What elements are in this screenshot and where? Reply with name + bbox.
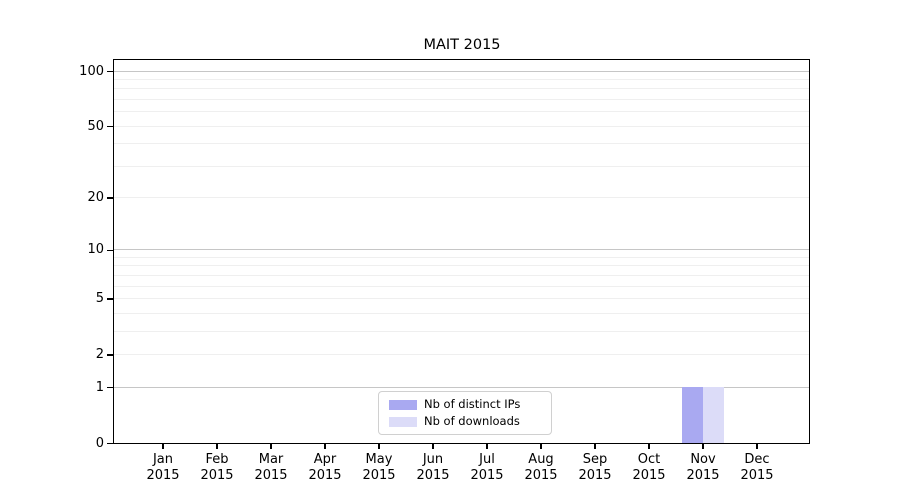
y-tick-mark	[107, 249, 113, 252]
x-tick-mark	[594, 443, 596, 449]
gridline-minor	[114, 353, 809, 355]
gridline-minor	[114, 197, 809, 199]
gridline-minor	[114, 88, 809, 90]
plot-area	[113, 59, 810, 444]
x-tick-year: 2015	[416, 468, 450, 483]
gridline-minor	[114, 265, 809, 267]
x-tick-year: 2015	[578, 468, 612, 483]
x-tick-year: 2015	[362, 468, 396, 483]
x-tick-label: May 2015	[349, 452, 409, 484]
x-tick-mark	[702, 443, 704, 449]
y-tick-label: 50	[87, 118, 104, 134]
gridline-minor	[114, 256, 809, 258]
legend-row: Nb of distinct IPs	[389, 397, 541, 412]
x-tick-label: Oct 2015	[619, 452, 679, 484]
x-tick-month: Sep	[582, 452, 608, 467]
bar-distinct-ips	[681, 387, 703, 443]
x-tick-month: Mar	[258, 452, 284, 467]
y-tick-label: 5	[95, 291, 104, 307]
legend-label: Nb of distinct IPs	[424, 397, 521, 411]
gridline-minor	[114, 298, 809, 300]
gridline-major	[114, 249, 809, 251]
y-tick-mark	[107, 125, 113, 128]
y-tick-label: 1	[95, 379, 104, 395]
x-tick-month: Aug	[528, 452, 554, 467]
x-tick-month: Nov	[690, 452, 716, 467]
bar-downloads	[702, 387, 724, 443]
x-tick-month: Dec	[744, 452, 770, 467]
x-tick-month: Jun	[422, 452, 444, 467]
y-tick-mark	[107, 386, 113, 389]
y-tick-label: 10	[87, 242, 104, 258]
x-tick-year: 2015	[200, 468, 234, 483]
gridline-minor	[114, 79, 809, 81]
gridline-minor	[114, 143, 809, 145]
x-tick-mark	[648, 443, 650, 449]
legend: Nb of distinct IPs Nb of downloads	[378, 391, 552, 435]
gridline-minor	[114, 330, 809, 332]
x-tick-month: Oct	[637, 452, 661, 467]
x-tick-label: Sep 2015	[565, 452, 625, 484]
gridline-major	[114, 386, 809, 388]
y-tick-label: 0	[95, 435, 104, 451]
gridline-minor	[114, 274, 809, 276]
x-tick-year: 2015	[308, 468, 342, 483]
legend-swatch	[389, 399, 417, 410]
x-tick-mark	[432, 443, 434, 449]
y-tick-mark	[107, 354, 113, 356]
x-tick-label: Nov 2015	[673, 452, 733, 484]
x-tick-month: Apr	[313, 452, 337, 467]
x-tick-label: Dec 2015	[727, 452, 787, 484]
y-tick-label: 100	[79, 63, 104, 79]
x-tick-month: Jan	[152, 452, 174, 467]
y-tick-label: 20	[87, 190, 104, 206]
x-tick-year: 2015	[524, 468, 558, 483]
x-tick-month: May	[365, 452, 393, 467]
gridline-minor	[114, 312, 809, 314]
x-tick-month: Feb	[205, 452, 229, 467]
legend-row: Nb of downloads	[389, 414, 541, 429]
x-tick-mark	[756, 443, 758, 449]
x-tick-mark	[216, 443, 218, 449]
y-tick-mark	[107, 298, 113, 300]
x-tick-year: 2015	[146, 468, 180, 483]
gridline-minor	[114, 125, 809, 127]
y-tick-label: 2	[95, 346, 104, 362]
x-tick-label: Jun 2015	[403, 452, 463, 484]
y-tick-mark	[107, 70, 113, 73]
gridline-minor	[114, 111, 809, 113]
x-tick-mark	[540, 443, 542, 449]
y-tick-mark	[107, 197, 113, 199]
x-tick-label: Jul 2015	[457, 452, 517, 484]
legend-swatch	[389, 416, 417, 427]
x-tick-mark	[324, 443, 326, 449]
x-tick-year: 2015	[470, 468, 504, 483]
x-tick-year: 2015	[740, 468, 774, 483]
gridline-minor	[114, 285, 809, 287]
y-tick-mark	[107, 442, 113, 445]
x-tick-mark	[162, 443, 164, 449]
x-tick-label: Aug 2015	[511, 452, 571, 484]
x-tick-month: Jul	[479, 452, 495, 467]
chart-title: MAIT 2015	[423, 37, 501, 53]
x-tick-label: Mar 2015	[241, 452, 301, 484]
x-tick-mark	[270, 443, 272, 449]
gridline-minor	[114, 165, 809, 167]
x-tick-mark	[378, 443, 380, 449]
x-tick-label: Apr 2015	[295, 452, 355, 484]
gridline-minor	[114, 99, 809, 101]
x-tick-year: 2015	[632, 468, 666, 483]
legend-label: Nb of downloads	[424, 414, 520, 428]
gridline-major	[114, 70, 809, 72]
x-tick-mark	[486, 443, 488, 449]
x-tick-label: Feb 2015	[187, 452, 247, 484]
x-tick-label: Jan 2015	[133, 452, 193, 484]
x-tick-year: 2015	[254, 468, 288, 483]
x-tick-year: 2015	[686, 468, 720, 483]
